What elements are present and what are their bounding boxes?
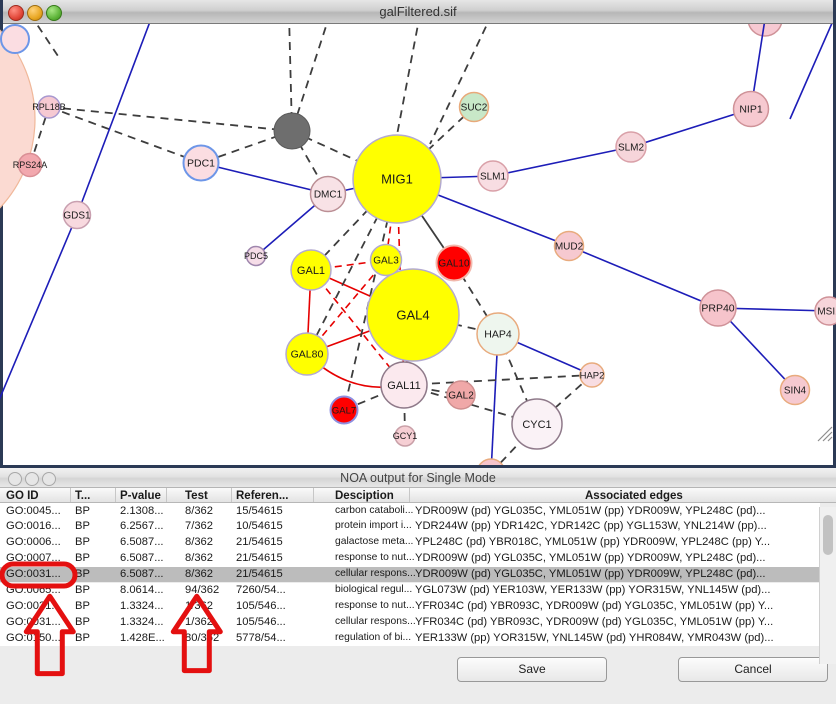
svg-text:SLM1: SLM1 (480, 172, 507, 183)
svg-text:RPL18B: RPL18B (32, 102, 66, 112)
svg-text:GCY1: GCY1 (393, 431, 418, 441)
svg-text:GAL7: GAL7 (332, 405, 356, 416)
svg-text:PDC1: PDC1 (187, 158, 215, 170)
svg-text:NIP1: NIP1 (739, 104, 763, 116)
svg-text:PRP40: PRP40 (701, 303, 734, 315)
svg-text:SLM2: SLM2 (618, 143, 645, 154)
svg-text:HAP2: HAP2 (580, 370, 605, 381)
svg-text:GAL3: GAL3 (373, 256, 399, 267)
svg-text:DMC1: DMC1 (314, 190, 343, 201)
svg-text:GAL10: GAL10 (438, 259, 470, 270)
svg-text:GAL2: GAL2 (448, 391, 474, 402)
svg-text:GDS1: GDS1 (63, 211, 91, 222)
svg-text:GAL4: GAL4 (396, 308, 429, 323)
svg-text:PDC5: PDC5 (244, 251, 268, 261)
svg-text:HAP4: HAP4 (484, 329, 512, 341)
svg-text:MIG1: MIG1 (381, 172, 413, 187)
svg-text:GAL80: GAL80 (291, 349, 324, 361)
svg-text:GAL11: GAL11 (387, 380, 420, 392)
svg-text:CYC1: CYC1 (522, 419, 551, 431)
svg-text:SIN4: SIN4 (784, 386, 807, 397)
svg-text:MSI1: MSI1 (817, 307, 836, 318)
svg-text:RPS24A: RPS24A (13, 160, 48, 170)
svg-text:GAL1: GAL1 (297, 265, 325, 277)
svg-text:SUC2: SUC2 (461, 103, 488, 114)
svg-text:MUD2: MUD2 (555, 242, 584, 253)
